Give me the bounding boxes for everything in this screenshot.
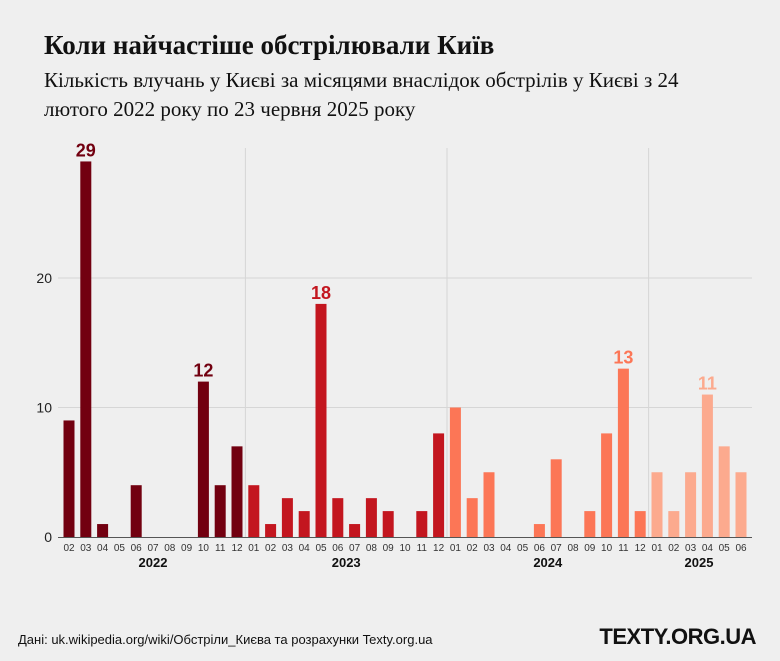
chart-title: Коли найчастіше обстрілювали Київ xyxy=(44,30,495,60)
y-tick-label: 10 xyxy=(36,400,52,416)
x-tick-label: 07 xyxy=(147,543,159,554)
x-tick-label: 03 xyxy=(483,543,495,554)
bar-2025-01 xyxy=(651,472,663,537)
x-tick-label: 10 xyxy=(399,543,411,554)
x-tick-label: 05 xyxy=(719,543,731,554)
x-tick-label: 11 xyxy=(417,543,428,554)
data-label: 11 xyxy=(698,374,717,394)
x-tick-label: 04 xyxy=(97,543,109,554)
x-tick-label: 12 xyxy=(635,543,647,554)
bar-2022-03 xyxy=(80,161,92,537)
x-tick-label: 05 xyxy=(114,543,126,554)
x-tick-label: 02 xyxy=(63,543,75,554)
x-tick-label: 02 xyxy=(265,543,277,554)
bar-2023-09 xyxy=(382,511,394,537)
bar-2023-04 xyxy=(298,511,310,537)
x-tick-label: 06 xyxy=(534,543,546,554)
x-tick-label: 02 xyxy=(467,543,479,554)
bar-2025-03 xyxy=(685,472,697,537)
x-tick-label: 11 xyxy=(618,543,629,554)
bar-2022-11 xyxy=(214,485,226,537)
bar-2024-09 xyxy=(584,511,596,537)
x-tick-label: 04 xyxy=(299,543,311,554)
bar-2023-05 xyxy=(315,303,327,537)
year-label: 2023 xyxy=(332,555,361,570)
x-tick-label: 09 xyxy=(383,543,395,554)
bar-2025-04 xyxy=(701,394,713,537)
bar-2023-07 xyxy=(349,524,361,537)
x-tick-label: 05 xyxy=(517,543,529,554)
bar-2023-12 xyxy=(433,433,445,537)
x-tick-label: 08 xyxy=(164,543,176,554)
x-tick-label: 02 xyxy=(668,543,680,554)
x-tick-label: 04 xyxy=(500,543,512,554)
data-label: 29 xyxy=(76,140,96,160)
x-tick-label: 06 xyxy=(332,543,344,554)
bar-2022-10 xyxy=(197,381,209,537)
bar-2023-02 xyxy=(265,524,277,537)
x-tick-label: 12 xyxy=(231,543,243,554)
bar-2024-12 xyxy=(634,511,646,537)
x-tick-label: 03 xyxy=(282,543,294,554)
chart-subtitle: Кількість влучань у Києві за місяцями вн… xyxy=(44,68,679,121)
data-label: 18 xyxy=(311,283,331,303)
bar-2025-02 xyxy=(668,511,680,537)
x-tick-label: 01 xyxy=(450,543,462,554)
bar-2024-02 xyxy=(466,498,478,537)
data-label: 12 xyxy=(193,361,213,381)
x-tick-label: 03 xyxy=(685,543,697,554)
x-tick-label: 07 xyxy=(349,543,361,554)
bar-2022-12 xyxy=(231,446,243,537)
x-tick-label: 08 xyxy=(366,543,378,554)
bar-2024-10 xyxy=(601,433,613,537)
x-tick-label: 01 xyxy=(651,543,663,554)
bar-2025-06 xyxy=(735,472,747,537)
x-tick-label: 10 xyxy=(198,543,210,554)
year-label: 2025 xyxy=(685,555,714,570)
y-tick-label: 0 xyxy=(44,529,52,545)
year-label: 2022 xyxy=(139,555,168,570)
bar-2023-08 xyxy=(365,498,377,537)
bar-2022-06 xyxy=(130,485,142,537)
bar-2023-11 xyxy=(416,511,428,537)
bar-2024-06 xyxy=(533,524,545,537)
texty-logo: TEXTY.ORG.UA xyxy=(599,624,756,649)
x-tick-label: 12 xyxy=(433,543,445,554)
bar-2023-03 xyxy=(281,498,293,537)
x-tick-label: 06 xyxy=(131,543,143,554)
bar-2025-05 xyxy=(718,446,730,537)
x-tick-label: 04 xyxy=(702,543,714,554)
x-tick-label: 09 xyxy=(584,543,596,554)
x-tick-label: 07 xyxy=(551,543,563,554)
bar-2023-01 xyxy=(248,485,260,537)
y-tick-label: 20 xyxy=(36,270,52,286)
source-note: Дані: uk.wikipedia.org/wiki/Обстріли_Киє… xyxy=(18,632,433,647)
bar-2024-03 xyxy=(483,472,495,537)
x-tick-label: 06 xyxy=(735,543,747,554)
bar-2024-11 xyxy=(617,368,629,537)
x-tick-label: 08 xyxy=(567,543,579,554)
bar-2023-06 xyxy=(332,498,344,537)
data-label: 13 xyxy=(613,348,633,368)
bar-2024-07 xyxy=(550,459,562,537)
bar-2022-04 xyxy=(97,524,109,537)
x-tick-label: 11 xyxy=(215,543,226,554)
x-tick-label: 10 xyxy=(601,543,613,554)
x-tick-label: 03 xyxy=(80,543,92,554)
bar-2024-01 xyxy=(449,407,461,537)
year-label: 2024 xyxy=(533,555,563,570)
bar-2022-02 xyxy=(63,420,75,537)
x-tick-label: 05 xyxy=(315,543,327,554)
x-tick-label: 09 xyxy=(181,543,193,554)
x-tick-label: 01 xyxy=(248,543,260,554)
